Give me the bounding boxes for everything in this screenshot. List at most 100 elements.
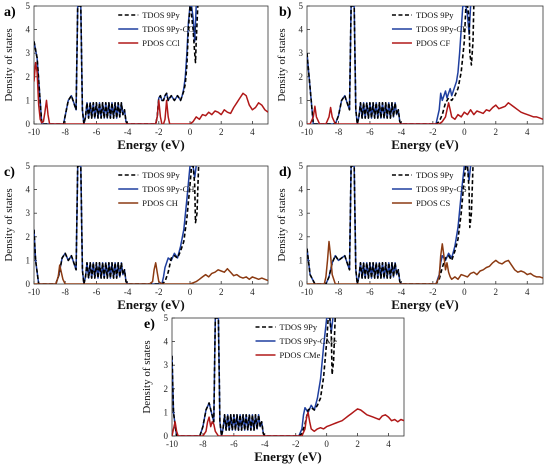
- y-tick-label: 0: [164, 431, 169, 441]
- legend-entry: TDOS 9Py-CS: [416, 184, 467, 194]
- x-tick-label: 4: [250, 127, 255, 137]
- x-axis-label: Energy (eV): [117, 137, 185, 152]
- y-tick-label: 2: [26, 232, 31, 242]
- x-tick-label: 0: [462, 287, 467, 297]
- legend-entry: TDOS 9Py: [142, 170, 180, 180]
- x-tick-label: 0: [462, 127, 467, 137]
- y-tick-label: 0: [299, 279, 304, 289]
- series-group: [172, 318, 404, 436]
- x-tick-label: 4: [250, 287, 255, 297]
- x-tick-label: -10: [28, 127, 40, 137]
- series-line-tdos-9py: [172, 318, 336, 436]
- x-tick-label: 4: [525, 127, 530, 137]
- series-group: [34, 6, 268, 124]
- series-line-tdos-9py: [34, 166, 200, 284]
- legend-entry: TDOS 9Py: [142, 10, 180, 20]
- series-line-pdos-cf: [307, 102, 543, 124]
- series-line-tdos-9py: [307, 166, 474, 284]
- x-axis-label: Energy (eV): [254, 449, 322, 464]
- x-tick-label: -8: [61, 127, 69, 137]
- panel-label: e): [144, 317, 155, 332]
- x-tick-label: 0: [188, 127, 193, 137]
- y-tick-label: 4: [299, 185, 304, 195]
- legend-entry: TDOS 9Py: [280, 322, 318, 332]
- x-tick-label: -6: [366, 287, 374, 297]
- x-tick-label: 2: [355, 439, 360, 449]
- y-axis-label: Density of states: [276, 28, 288, 101]
- x-tick-label: -4: [398, 127, 406, 137]
- x-tick-label: 4: [386, 439, 391, 449]
- x-tick-label: -4: [398, 287, 406, 297]
- x-tick-label: -2: [155, 127, 163, 137]
- series-line-pdos-ccl: [34, 61, 268, 124]
- y-tick-label: 2: [299, 72, 304, 82]
- x-tick-label: 2: [219, 287, 224, 297]
- legend-entry: PDOS CCl: [142, 38, 180, 48]
- legend-entry: TDOS 9Py: [416, 170, 454, 180]
- x-tick-label: -10: [301, 127, 313, 137]
- y-tick-label: 0: [26, 279, 31, 289]
- legend-entry: PDOS CMe: [280, 350, 321, 360]
- y-tick-label: 1: [299, 95, 304, 105]
- panel-d: 0 1 2 3 4 5 -10 -8 -6 -4 -2 0 2 4 Energy (eV) Density o…: [276, 161, 544, 312]
- series-line-tdos-9py: [34, 6, 199, 124]
- x-tick-label: 2: [494, 287, 499, 297]
- x-tick-label: -8: [335, 287, 343, 297]
- y-tick-label: 4: [299, 25, 304, 35]
- y-tick-label: 2: [299, 232, 304, 242]
- series-line-tdos-9py: [307, 6, 475, 124]
- series-line-pdos-ch: [34, 262, 268, 284]
- x-tick-label: -8: [61, 287, 69, 297]
- x-tick-label: -6: [366, 127, 374, 137]
- x-axis-label: Energy (eV): [391, 297, 459, 312]
- legend-entry: TDOS 9Py-CH: [142, 184, 194, 194]
- legend-entry: PDOS CS: [416, 198, 451, 208]
- x-tick-label: -6: [230, 439, 238, 449]
- series-group: [307, 6, 543, 124]
- y-tick-label: 1: [299, 255, 304, 265]
- x-tick-label: 0: [188, 287, 193, 297]
- y-tick-label: 3: [299, 208, 304, 218]
- panel-label: d): [279, 165, 292, 180]
- y-tick-label: 5: [26, 161, 31, 171]
- y-tick-label: 4: [26, 25, 31, 35]
- x-tick-label: -8: [335, 127, 343, 137]
- x-tick-label: 2: [219, 127, 224, 137]
- y-tick-label: 4: [26, 185, 31, 195]
- y-tick-label: 3: [26, 48, 31, 58]
- x-tick-label: -2: [429, 127, 437, 137]
- y-tick-label: 0: [299, 119, 304, 129]
- legend-entry: TDOS 9Py-CMe: [280, 336, 338, 346]
- y-tick-label: 5: [164, 313, 169, 323]
- y-axis-label: Density of states: [141, 340, 153, 413]
- x-tick-label: -10: [301, 287, 313, 297]
- x-tick-label: -2: [292, 439, 300, 449]
- panel-c: 0 1 2 3 4 5 -10 -8 -6 -4 -2 0 2 4 Energy (eV) Density o…: [3, 161, 269, 312]
- y-tick-label: 3: [26, 208, 31, 218]
- y-axis-label: Density of states: [276, 188, 288, 261]
- series-group: [307, 166, 543, 284]
- legend-entry: TDOS 9Py-CF: [416, 24, 467, 34]
- legend-entry: PDOS CH: [142, 198, 178, 208]
- x-tick-label: -10: [28, 287, 40, 297]
- x-tick-label: 4: [525, 287, 530, 297]
- y-tick-label: 3: [164, 360, 169, 370]
- legend-entry: TDOS 9Py: [416, 10, 454, 20]
- series-group: [34, 166, 268, 284]
- x-tick-label: -4: [124, 127, 132, 137]
- y-axis-label: Density of states: [3, 188, 15, 261]
- x-tick-label: -6: [93, 127, 101, 137]
- series-line-pdos-cs: [307, 240, 543, 284]
- legend-entry: PDOS CF: [416, 38, 451, 48]
- panel-label: c): [4, 165, 15, 180]
- x-tick-label: -4: [261, 439, 269, 449]
- y-tick-label: 2: [26, 72, 31, 82]
- y-tick-label: 1: [164, 407, 169, 417]
- panel-label: b): [279, 5, 292, 20]
- y-tick-label: 1: [26, 255, 31, 265]
- x-tick-label: -10: [166, 439, 178, 449]
- x-tick-label: -2: [429, 287, 437, 297]
- y-axis-label: Density of states: [3, 28, 15, 101]
- x-tick-label: 0: [324, 439, 329, 449]
